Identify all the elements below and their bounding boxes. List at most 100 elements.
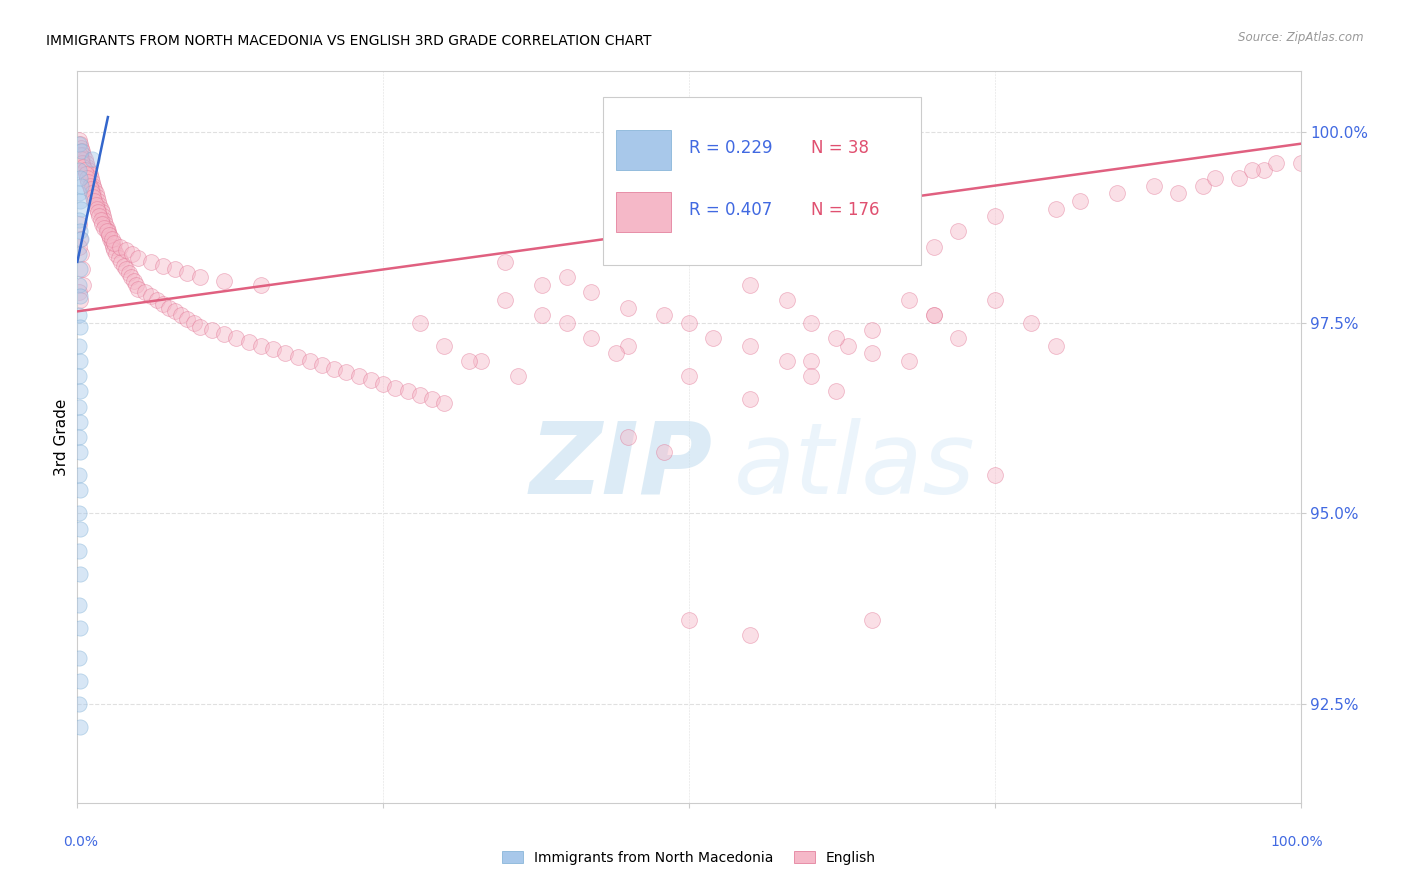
Point xyxy=(152,297,174,311)
Text: ZIP: ZIP xyxy=(530,417,713,515)
Point xyxy=(1240,163,1263,178)
Point xyxy=(1253,163,1275,178)
Point xyxy=(1143,178,1166,193)
Point xyxy=(98,228,121,243)
Point xyxy=(287,350,309,364)
Point xyxy=(69,136,91,151)
Text: N = 38: N = 38 xyxy=(811,139,869,157)
Point xyxy=(77,163,100,178)
Point xyxy=(360,373,382,387)
Point xyxy=(70,155,93,169)
Point xyxy=(1229,171,1251,186)
Point xyxy=(188,319,211,334)
Point xyxy=(420,392,443,406)
Point xyxy=(1167,186,1189,201)
Point xyxy=(69,384,91,399)
Point xyxy=(946,224,969,238)
Point xyxy=(98,228,121,243)
Point xyxy=(1289,155,1312,169)
Point xyxy=(800,354,823,368)
Point xyxy=(1265,155,1288,169)
Point xyxy=(157,301,180,315)
Point xyxy=(531,308,554,322)
Point xyxy=(139,289,162,303)
Point xyxy=(298,354,321,368)
Point xyxy=(740,392,762,406)
Point xyxy=(118,266,141,280)
Point xyxy=(80,171,103,186)
Point xyxy=(98,232,121,246)
Point xyxy=(100,235,122,250)
Point xyxy=(89,197,111,211)
Point xyxy=(800,369,823,384)
Point xyxy=(83,182,105,196)
Point xyxy=(740,277,762,292)
Point xyxy=(70,202,93,216)
Point xyxy=(654,308,676,322)
Text: 100.0%: 100.0% xyxy=(1270,835,1323,849)
Point xyxy=(946,331,969,345)
Text: atlas: atlas xyxy=(734,417,976,515)
Point xyxy=(1045,202,1067,216)
Point xyxy=(1045,338,1067,352)
Point xyxy=(495,293,517,307)
Point xyxy=(67,213,90,227)
Point xyxy=(67,506,90,520)
Point xyxy=(250,338,273,352)
Point xyxy=(75,167,97,181)
Point xyxy=(837,338,859,352)
Point xyxy=(69,522,91,536)
Point xyxy=(70,140,93,154)
Point xyxy=(862,613,884,627)
Point xyxy=(678,316,700,330)
Point xyxy=(555,316,578,330)
Point xyxy=(115,244,138,258)
Point xyxy=(311,358,333,372)
Point xyxy=(67,400,90,414)
Point xyxy=(70,247,93,261)
Point xyxy=(70,262,93,277)
Point xyxy=(1107,186,1129,201)
Point xyxy=(90,217,112,231)
Point xyxy=(94,217,117,231)
Point xyxy=(69,445,91,459)
Point xyxy=(1204,171,1226,186)
Point xyxy=(274,346,297,360)
Point xyxy=(433,338,456,352)
Point xyxy=(605,346,627,360)
Text: R = 0.407: R = 0.407 xyxy=(689,202,772,219)
Point xyxy=(69,289,91,303)
Point xyxy=(67,133,90,147)
Point xyxy=(67,369,90,384)
Text: Source: ZipAtlas.com: Source: ZipAtlas.com xyxy=(1239,31,1364,45)
FancyBboxPatch shape xyxy=(603,97,921,265)
Point xyxy=(323,361,346,376)
Point xyxy=(433,396,456,410)
Point xyxy=(146,293,169,307)
Point xyxy=(776,293,799,307)
Point xyxy=(69,415,91,429)
Point xyxy=(740,338,762,352)
Legend: Immigrants from North Macedonia, English: Immigrants from North Macedonia, English xyxy=(498,847,880,869)
Point xyxy=(70,178,93,193)
Point xyxy=(335,365,357,379)
Point xyxy=(654,445,676,459)
Point xyxy=(371,376,394,391)
Point xyxy=(1069,194,1091,208)
Point xyxy=(80,186,103,201)
Point xyxy=(67,697,90,711)
Point xyxy=(127,281,149,295)
Point xyxy=(75,155,97,169)
Point xyxy=(824,331,846,345)
Point xyxy=(678,613,700,627)
Text: R = 0.229: R = 0.229 xyxy=(689,139,772,157)
Point xyxy=(800,316,823,330)
Point xyxy=(225,331,247,345)
Point xyxy=(108,251,131,265)
Point xyxy=(127,251,149,265)
Point xyxy=(495,255,517,269)
Point xyxy=(579,331,602,345)
Point xyxy=(984,468,1007,483)
Point xyxy=(69,567,91,582)
Point xyxy=(824,384,846,399)
